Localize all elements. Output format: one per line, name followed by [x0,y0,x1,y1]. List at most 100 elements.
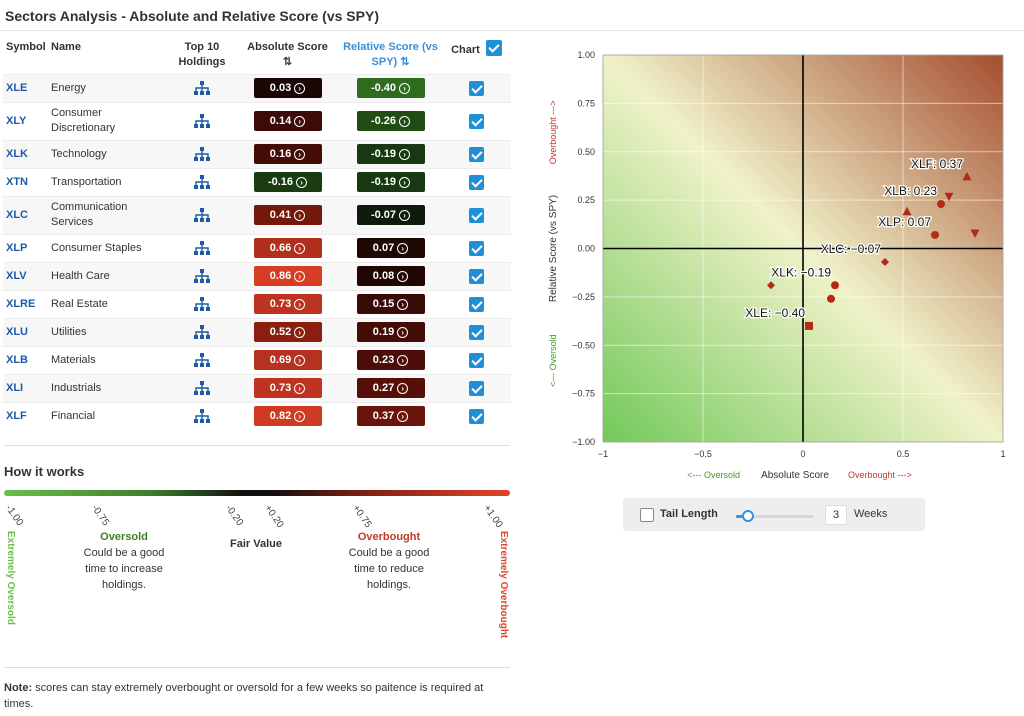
symbol-link[interactable]: XLP [6,242,28,254]
symbol-link[interactable]: XLF [6,410,27,423]
chart-checkbox[interactable] [469,296,484,312]
data-point-circle[interactable] [827,294,835,303]
data-point-square[interactable] [805,321,813,330]
data-point-triangle-down[interactable] [970,229,980,239]
symbol-link[interactable]: XTN [6,176,28,188]
header-chart[interactable]: Chart [442,36,511,74]
absolute-score-badge[interactable]: -0.16 › [253,172,322,192]
x-overbought-label: Overbought ---> [848,470,912,480]
relative-score-value: 0.37 [372,410,395,423]
data-point-circle[interactable] [931,230,939,239]
org-chart-icon[interactable] [193,408,211,424]
absolute-score-badge[interactable]: 0.73 › [253,294,322,314]
symbol-link[interactable]: XLE [6,82,28,94]
chart-checkbox[interactable] [469,380,484,396]
symbol-link[interactable]: XLB [6,354,28,366]
chevron-right-icon: › [294,410,306,422]
chart-checkbox[interactable] [469,80,484,96]
data-label: XLC: −0.07 [821,242,882,256]
org-chart-icon[interactable] [193,80,211,96]
symbol-link[interactable]: XLY [6,115,27,127]
data-point-diamond[interactable] [881,258,889,267]
sort-icon[interactable]: ⇅ [282,56,293,68]
symbol-link[interactable]: XLU [6,326,28,338]
chart-checkbox[interactable] [469,207,484,223]
relative-score-badge[interactable]: 0.08 › [356,266,425,286]
absolute-score-badge[interactable]: 0.52 › [253,322,322,342]
tail-length-slider-track[interactable] [736,515,814,518]
data-point-triangle-up[interactable] [962,171,972,181]
data-point-triangle-up[interactable] [902,206,912,216]
relative-score-badge[interactable]: 0.37 › [356,406,425,427]
tail-length-checkbox[interactable] [640,508,654,522]
chart-checkbox[interactable] [469,174,484,190]
absolute-score-badge[interactable]: 0.16 › [253,144,322,164]
org-chart-icon[interactable] [193,146,211,162]
symbol-link[interactable]: XLC [6,209,28,221]
note-text: scores can stay extremely overbought or … [4,682,484,710]
absolute-score-badge[interactable]: 0.14 › [253,111,322,131]
chart-checkbox[interactable] [469,146,484,162]
absolute-score-badge[interactable]: 0.66 › [253,238,322,258]
page-title: Sectors Analysis - Absolute and Relative… [5,8,379,24]
chart-checkbox[interactable] [469,324,484,340]
org-chart-icon[interactable] [193,296,211,312]
sector-name: Materials [51,353,96,366]
header-name[interactable]: Name [51,41,81,53]
org-chart-icon[interactable] [193,268,211,284]
tail-length-input[interactable]: 3 [825,505,847,525]
relative-score-badge[interactable]: 0.19 › [356,322,425,342]
absolute-score-badge[interactable]: 0.82 › [253,406,322,427]
org-chart-icon[interactable] [193,207,211,223]
symbol-link[interactable]: XLI [6,382,24,394]
absolute-score-badge[interactable]: 0.86 › [253,266,322,286]
relative-score-badge[interactable]: -0.26 › [356,111,425,131]
absolute-score-cell: 0.82 › [236,402,339,430]
header-symbol[interactable]: Symbol [6,41,46,53]
header-top10: Top 10 Holdings [178,41,226,68]
relative-score-badge[interactable]: 0.27 › [356,378,425,398]
symbol-link[interactable]: XLV [6,270,27,282]
org-chart-icon[interactable] [193,240,211,256]
absolute-score-badge[interactable]: 0.73 › [253,378,322,398]
absolute-score-badge[interactable]: 0.69 › [253,350,322,370]
chart-checkbox[interactable] [469,352,484,368]
symbol-link[interactable]: XLRE [6,298,36,310]
org-chart-icon[interactable] [193,113,211,129]
chart-checkbox[interactable] [469,240,484,256]
org-chart-icon[interactable] [193,174,211,190]
divider [4,667,510,668]
tail-length-slider-handle[interactable] [742,510,754,522]
relative-score-badge[interactable]: -0.19 › [356,144,425,164]
org-chart-icon[interactable] [193,324,211,340]
rrg-chart: −1 −0.5 0 0.5 1 1.00 0.75 0.50 0.25 0.00 −0.25 −0.5… [540,40,1020,485]
relative-score-badge[interactable]: -0.19 › [356,172,425,192]
data-label: XLF: 0.37 [911,157,963,171]
absolute-score-cell: 0.03 › [236,74,339,102]
sort-ascending-icon[interactable]: ⇅ [400,56,410,68]
org-chart-icon[interactable] [193,380,211,396]
table-row: XLV Health Care 0.86 › 0.08 › [3,262,511,290]
absolute-score-badge[interactable]: 0.03 › [253,78,322,98]
top10-holdings-cell [168,74,236,102]
chart-checkbox[interactable] [469,408,484,424]
chart-all-checkbox[interactable] [485,40,502,56]
relative-score-badge[interactable]: -0.07 › [356,205,425,225]
relative-score-badge[interactable]: -0.40 › [356,78,425,98]
chart-cell [442,102,511,140]
relative-score-badge[interactable]: 0.07 › [356,238,425,258]
chart-checkbox[interactable] [469,268,484,284]
data-point-circle[interactable] [831,281,839,290]
symbol-link[interactable]: XLK [6,148,28,160]
header-relative-score[interactable]: Relative Score (vs SPY) ⇅ [339,36,442,74]
table-row: XLF Financial 0.82 › 0.37 › [3,402,511,430]
chart-checkbox[interactable] [469,113,484,129]
relative-score-badge[interactable]: 0.23 › [356,350,425,370]
data-point-circle[interactable] [937,199,945,208]
data-point-diamond[interactable] [767,281,775,290]
header-absolute-score[interactable]: Absolute Score ⇅ [236,36,339,74]
data-point-triangle-down[interactable] [944,192,954,202]
org-chart-icon[interactable] [193,352,211,368]
relative-score-badge[interactable]: 0.15 › [356,294,425,314]
absolute-score-badge[interactable]: 0.41 › [253,205,322,225]
